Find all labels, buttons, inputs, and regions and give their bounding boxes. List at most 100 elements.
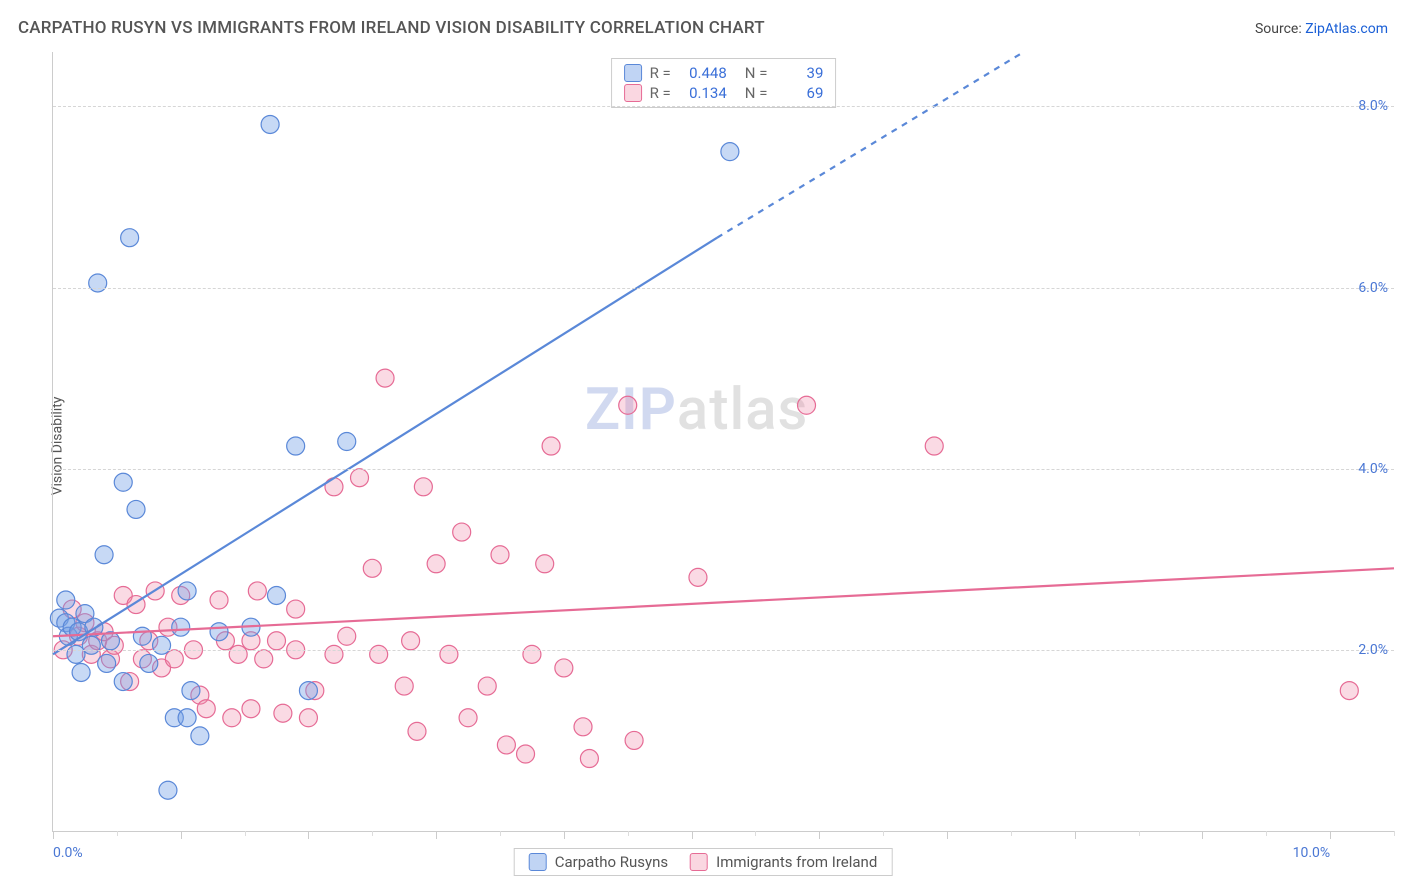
scatter-point — [497, 736, 515, 754]
scatter-point — [523, 645, 541, 663]
scatter-point — [95, 546, 113, 564]
x-tick-label: 0.0% — [53, 845, 83, 861]
scatter-point — [153, 636, 171, 654]
scatter-point — [440, 645, 458, 663]
scatter-point — [363, 559, 381, 577]
scatter-point — [229, 645, 247, 663]
legend-item-pink: Immigrants from Ireland — [690, 853, 877, 871]
scatter-point — [223, 709, 241, 727]
scatter-point — [414, 478, 432, 496]
scatter-point — [689, 568, 707, 586]
y-tick-label: 8.0% — [1358, 98, 1388, 114]
gridline-h — [53, 288, 1394, 289]
stat-r-value: 0.134 — [679, 84, 727, 102]
scatter-point — [89, 274, 107, 292]
chart-title: CARPATHO RUSYN VS IMMIGRANTS FROM IRELAN… — [18, 18, 765, 38]
scatter-point — [255, 650, 273, 668]
scatter-point — [427, 555, 445, 573]
x-major-tick — [436, 831, 437, 839]
scatter-point — [453, 523, 471, 541]
x-major-tick — [1330, 831, 1331, 839]
scatter-point — [268, 586, 286, 604]
stats-row-blue: R = 0.448 N = 39 — [624, 63, 824, 83]
x-minor-tick — [628, 831, 629, 836]
x-major-tick — [947, 831, 948, 839]
scatter-point — [459, 709, 477, 727]
source-link[interactable]: ZipAtlas.com — [1305, 21, 1388, 37]
stat-n-value: 39 — [775, 64, 823, 82]
scatter-point — [191, 727, 209, 745]
scatter-point — [351, 469, 369, 487]
chart-header: CARPATHO RUSYN VS IMMIGRANTS FROM IRELAN… — [18, 18, 1388, 38]
legend-item-blue: Carpatho Rusyns — [529, 853, 668, 871]
scatter-point — [721, 143, 739, 161]
x-major-tick — [181, 831, 182, 839]
scatter-point — [395, 677, 413, 695]
scatter-point — [114, 673, 132, 691]
scatter-point — [517, 745, 535, 763]
swatch-blue-icon — [529, 853, 547, 871]
scatter-point — [274, 704, 292, 722]
stat-n-label: N = — [745, 84, 768, 102]
scatter-point — [242, 700, 260, 718]
x-minor-tick — [1266, 831, 1267, 836]
scatter-point — [57, 591, 75, 609]
scatter-point — [536, 555, 554, 573]
scatter-point — [159, 781, 177, 799]
scatter-point — [338, 433, 356, 451]
y-tick-label: 6.0% — [1358, 280, 1388, 296]
scatter-point — [299, 709, 317, 727]
legend-label: Carpatho Rusyns — [555, 853, 668, 871]
stat-r-label: R = — [650, 84, 671, 102]
x-minor-tick — [245, 831, 246, 836]
stats-box: R = 0.448 N = 39 R = 0.134 N = 69 — [611, 58, 837, 108]
trend-line — [53, 238, 717, 655]
scatter-point — [114, 473, 132, 491]
scatter-point — [619, 396, 637, 414]
stats-row-pink: R = 0.134 N = 69 — [624, 83, 824, 103]
scatter-point — [925, 437, 943, 455]
scatter-point — [542, 437, 560, 455]
stat-r-label: R = — [650, 64, 671, 82]
scatter-point — [210, 591, 228, 609]
source-prefix: Source: — [1255, 21, 1305, 37]
scatter-point — [338, 627, 356, 645]
scatter-point — [197, 700, 215, 718]
scatter-point — [268, 632, 286, 650]
scatter-point — [178, 709, 196, 727]
scatter-point — [408, 722, 426, 740]
gridline-h — [53, 650, 1394, 651]
scatter-point — [325, 645, 343, 663]
scatter-point — [82, 636, 100, 654]
swatch-pink-icon — [624, 84, 642, 102]
scatter-point — [574, 718, 592, 736]
x-minor-tick — [1394, 831, 1395, 836]
scatter-point — [133, 627, 151, 645]
x-major-tick — [53, 831, 54, 839]
x-major-tick — [819, 831, 820, 839]
x-minor-tick — [755, 831, 756, 836]
scatter-point — [555, 659, 573, 677]
scatter-point — [248, 582, 266, 600]
scatter-point — [1340, 682, 1358, 700]
x-minor-tick — [1139, 831, 1140, 836]
scatter-point — [121, 229, 139, 247]
x-major-tick — [564, 831, 565, 839]
scatter-point — [580, 750, 598, 768]
scatter-point — [172, 618, 190, 636]
x-minor-tick — [1011, 831, 1012, 836]
x-minor-tick — [117, 831, 118, 836]
x-minor-tick — [500, 831, 501, 836]
scatter-point — [98, 654, 116, 672]
trend-line — [53, 568, 1394, 636]
gridline-h — [53, 469, 1394, 470]
swatch-pink-icon — [690, 853, 708, 871]
legend-label: Immigrants from Ireland — [716, 853, 877, 871]
scatter-point — [182, 682, 200, 700]
x-minor-tick — [372, 831, 373, 836]
scatter-point — [287, 600, 305, 618]
scatter-point — [127, 500, 145, 518]
stat-n-value: 69 — [775, 84, 823, 102]
scatter-point — [625, 731, 643, 749]
x-tick-label: 10.0% — [1293, 845, 1331, 861]
